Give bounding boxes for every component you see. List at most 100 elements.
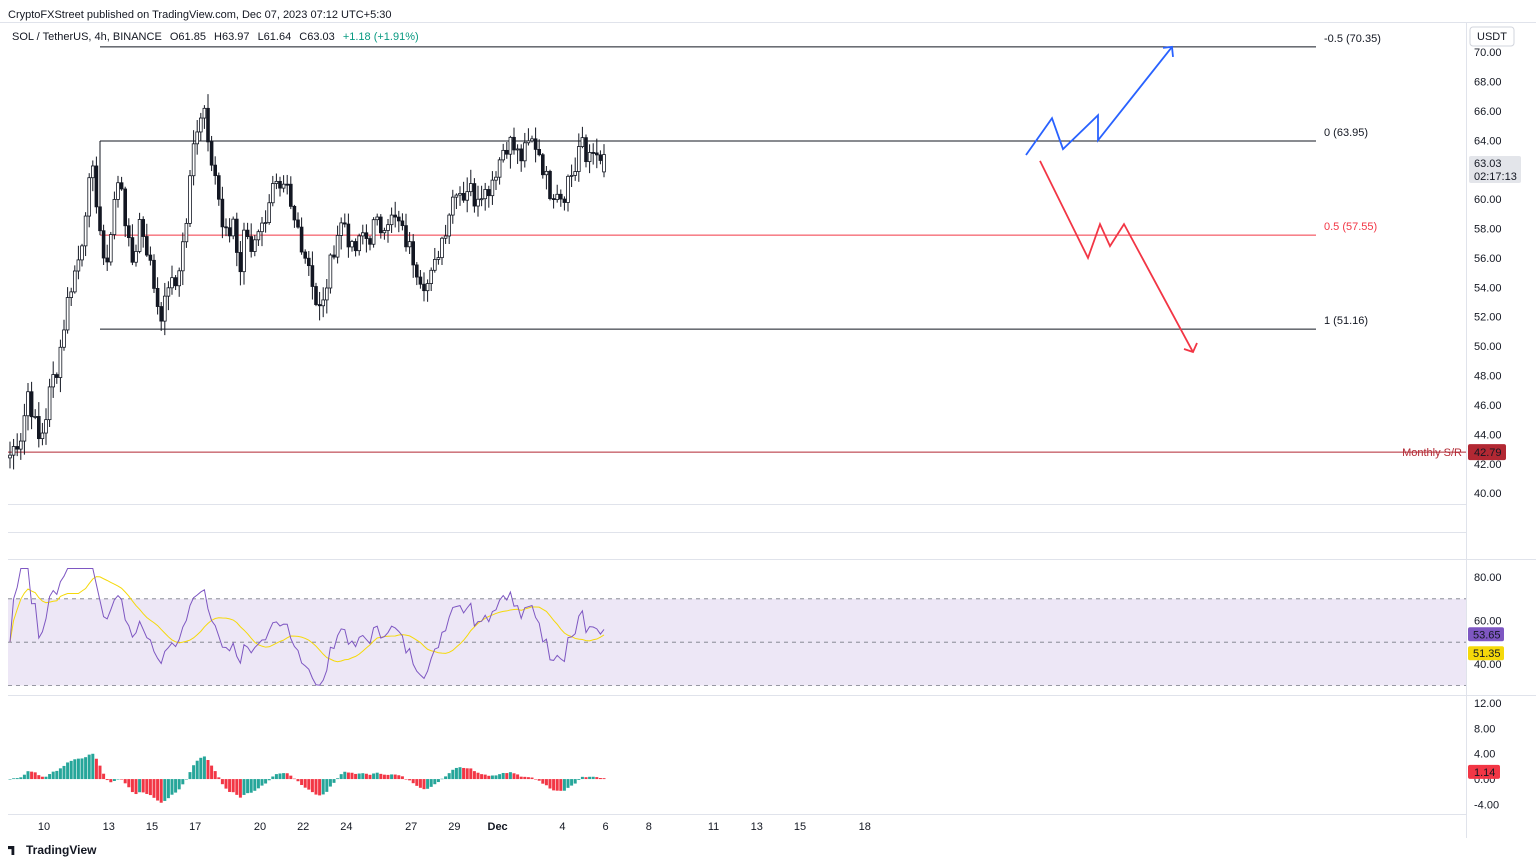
candle [523,132,527,168]
histogram-bar [256,779,260,789]
histogram-bar [480,774,484,780]
histogram-bar [238,779,242,798]
candle-body [227,227,232,237]
candle [180,232,185,286]
candle [270,175,275,207]
candle-body [116,182,120,200]
candle-body [360,232,365,237]
candle-body [296,219,300,228]
candle [242,222,246,285]
candle [375,213,379,226]
histogram-bar [490,775,494,780]
time-tick-label: 24 [340,821,352,833]
projection-paths [1025,45,1198,354]
hist-tick-label: -4.00 [1474,799,1499,811]
candle [76,245,81,280]
histogram-bar [292,778,296,780]
candle-body [350,241,354,248]
histogram-bar [166,779,170,799]
histogram-bar [429,779,433,787]
histogram-bar [199,757,203,780]
fib-level-label: 1 (51.16) [1324,315,1368,327]
candle [73,265,77,294]
histogram-bar [386,774,390,780]
histogram-bar [368,774,372,780]
histogram-bar [289,775,293,780]
candle-body [411,241,415,266]
histogram-bar [159,779,163,803]
candle [109,231,113,266]
rsi-pane: 40.00 60.00 80.00 53.65 51.35 [8,568,1504,686]
candle-body [184,222,189,243]
currency-button[interactable] [1469,26,1515,47]
candle-body [479,198,484,201]
candle-body [109,234,113,263]
brand-text: TradingView [26,843,97,857]
candle-body [443,235,448,239]
candle-body [476,198,480,207]
time-tick-label: 22 [297,821,309,833]
histogram-bar [109,779,113,783]
price-tick-label: 68.00 [1474,76,1502,88]
candle [152,254,156,293]
histogram-bar [138,779,142,793]
change-value: +1.18 (+1.91%) [342,31,419,43]
candle [288,176,293,210]
price-tick-label: 60.00 [1474,194,1502,206]
histogram-bar [127,779,131,788]
candle [483,182,487,211]
candle [148,246,153,266]
candle [479,185,484,207]
candle-body [339,222,343,236]
histogram-bar [393,774,397,780]
candle [15,433,20,457]
candle-body [515,148,520,151]
histogram-bar [426,779,430,789]
histogram-bar [512,773,516,780]
rsi-ma-line [9,576,605,663]
candle-body [130,237,135,263]
price-tick-label: 52.00 [1474,312,1502,324]
candle [418,270,423,289]
bullish-arrowhead [1162,45,1174,57]
candle-body [357,235,361,252]
candle [494,171,498,190]
candle [450,189,455,224]
candle [62,319,66,351]
candle [206,94,210,152]
histogram-bar [580,776,584,780]
candle [173,275,178,291]
candle [159,302,164,331]
tradingview-logo-icon [8,846,15,855]
histogram-bar [591,776,595,780]
candle [544,165,549,190]
candle-body [55,374,59,378]
candle [162,282,167,336]
histogram-bar [51,771,55,780]
candle [497,157,502,185]
candle [371,217,376,248]
candle [569,164,574,188]
histogram-bar [422,779,426,790]
histogram-bar [505,773,509,780]
candle-body [310,265,315,287]
bearish-projection-line [1039,160,1194,353]
histogram-bar [544,779,548,786]
time-tick-label: 17 [189,821,201,833]
candle [144,223,149,257]
symbol-name[interactable]: SOL / TetherUS, 4h, BINANCE [12,31,162,43]
candle [378,214,383,239]
candle-body [584,137,588,163]
histogram-bar [487,775,491,780]
rsi-tick-label: 40.00 [1474,659,1502,671]
candle-body [544,170,549,176]
candle-body [62,329,66,348]
candle-body [152,259,156,289]
candle-body [94,165,99,208]
candle [454,193,459,210]
candle [530,135,534,143]
candle-body [224,226,228,229]
candle [501,143,505,163]
histogram-bar [69,760,73,780]
